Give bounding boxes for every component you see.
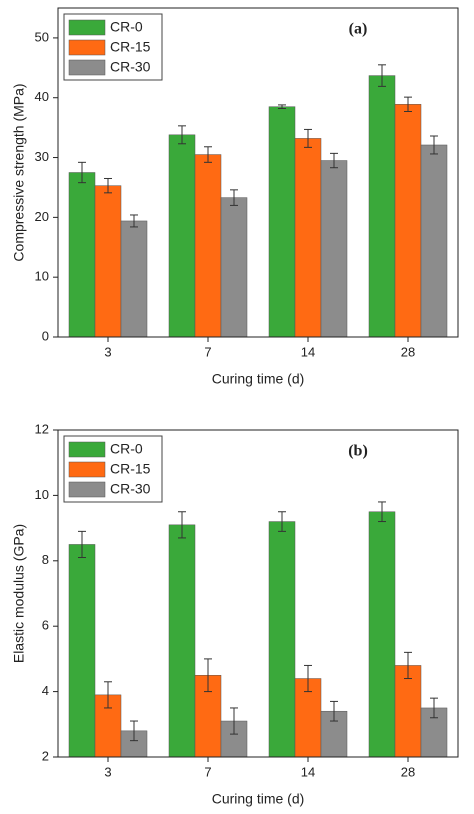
y-tick-label: 4 bbox=[42, 683, 49, 698]
annotation: (b) bbox=[348, 443, 368, 460]
legend-swatch bbox=[68, 19, 106, 36]
x-tick-label: 3 bbox=[104, 764, 111, 779]
legend-label: CR-0 bbox=[110, 19, 143, 35]
y-tick-label: 50 bbox=[35, 29, 49, 44]
bar bbox=[320, 160, 348, 338]
y-axis-label: Compressive strength (MPa) bbox=[11, 83, 27, 261]
legend-swatch bbox=[68, 481, 106, 498]
bar bbox=[394, 665, 422, 758]
legend-label: CR-30 bbox=[110, 481, 151, 497]
x-tick-label: 3 bbox=[104, 344, 111, 359]
x-axis-label: Curing time (d) bbox=[212, 791, 305, 807]
bar bbox=[394, 104, 422, 338]
legend-swatch bbox=[68, 39, 106, 56]
plot-frame bbox=[57, 429, 459, 758]
x-tick-label: 14 bbox=[301, 764, 315, 779]
bar bbox=[268, 521, 296, 758]
legend-swatch bbox=[68, 461, 106, 478]
bar bbox=[68, 544, 96, 758]
bar bbox=[368, 511, 396, 758]
bar bbox=[220, 197, 248, 338]
bar bbox=[294, 138, 322, 338]
y-tick-label: 10 bbox=[35, 269, 49, 284]
y-tick-label: 40 bbox=[35, 89, 49, 104]
legend-swatch bbox=[68, 441, 106, 458]
y-tick-label: 20 bbox=[35, 209, 49, 224]
legend-label: CR-30 bbox=[110, 59, 151, 75]
bar bbox=[368, 75, 396, 338]
x-tick-label: 7 bbox=[204, 344, 211, 359]
legend-swatch bbox=[68, 59, 106, 76]
legend-label: CR-0 bbox=[110, 441, 143, 457]
bar bbox=[68, 172, 96, 338]
x-tick-label: 28 bbox=[401, 764, 415, 779]
y-tick-label: 12 bbox=[35, 421, 49, 436]
plot-frame bbox=[57, 7, 459, 338]
x-axis-label: Curing time (d) bbox=[212, 371, 305, 387]
y-tick-label: 2 bbox=[42, 748, 49, 763]
legend-label: CR-15 bbox=[110, 39, 151, 55]
y-tick-label: 30 bbox=[35, 149, 49, 164]
annotation: (a) bbox=[349, 21, 368, 38]
x-tick-label: 14 bbox=[301, 344, 315, 359]
bar bbox=[420, 144, 448, 338]
x-tick-label: 28 bbox=[401, 344, 415, 359]
bar bbox=[268, 106, 296, 338]
y-tick-label: 10 bbox=[35, 487, 49, 502]
x-tick-label: 7 bbox=[204, 764, 211, 779]
y-axis-label: Elastic modulus (GPa) bbox=[11, 524, 27, 663]
bar bbox=[120, 220, 148, 338]
bar bbox=[94, 185, 122, 338]
legend-label: CR-15 bbox=[110, 461, 151, 477]
y-tick-label: 6 bbox=[42, 618, 49, 633]
y-tick-label: 8 bbox=[42, 552, 49, 567]
bar bbox=[168, 524, 196, 758]
bar bbox=[168, 134, 196, 338]
y-tick-label: 0 bbox=[42, 328, 49, 343]
bar bbox=[194, 154, 222, 338]
